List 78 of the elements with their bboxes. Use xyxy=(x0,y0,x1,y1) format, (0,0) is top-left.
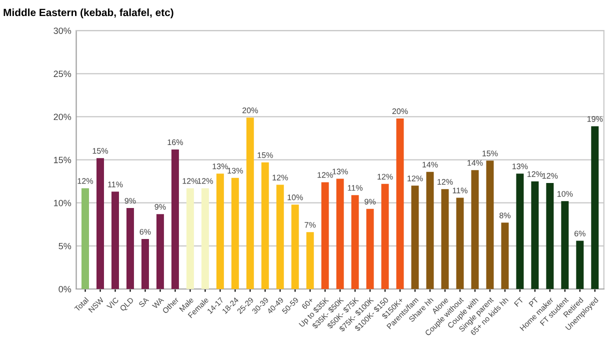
data-label: 13% xyxy=(512,164,528,170)
bar xyxy=(306,232,314,289)
data-label: 8% xyxy=(499,212,510,218)
bar xyxy=(186,188,194,289)
data-label: 20% xyxy=(242,108,258,114)
bar xyxy=(381,184,389,289)
data-label: 10% xyxy=(557,191,573,197)
data-label: 6% xyxy=(574,230,586,236)
bar xyxy=(351,195,359,289)
data-label: 7% xyxy=(304,222,316,228)
data-label: 13% xyxy=(332,168,348,174)
data-label: 11% xyxy=(348,185,363,191)
bar xyxy=(321,182,329,289)
bar xyxy=(261,162,269,289)
data-label: 9% xyxy=(154,204,166,210)
data-label: 13% xyxy=(228,168,243,174)
bar xyxy=(441,189,449,289)
bar xyxy=(171,149,179,289)
y-tick-label: 10% xyxy=(54,200,72,206)
data-label: 15% xyxy=(258,152,273,158)
bar xyxy=(141,239,149,289)
bar xyxy=(501,222,509,289)
data-label: 12% xyxy=(182,178,198,184)
bar xyxy=(291,204,299,289)
bar xyxy=(96,158,104,289)
bar xyxy=(336,178,344,289)
y-tick-label: 25% xyxy=(54,70,72,78)
y-tick-label: 30% xyxy=(54,28,72,34)
data-label: 12% xyxy=(542,172,558,179)
data-label: 16% xyxy=(168,139,183,146)
data-label: 12% xyxy=(272,174,288,180)
y-tick-label: 15% xyxy=(54,156,72,164)
data-label: 6% xyxy=(140,228,151,235)
bar xyxy=(81,188,89,289)
bar xyxy=(366,208,374,289)
data-label: 19% xyxy=(587,116,603,122)
bar xyxy=(516,174,524,289)
bar xyxy=(396,118,404,289)
bar xyxy=(111,192,119,289)
bar xyxy=(486,160,494,289)
data-label: 11% xyxy=(108,182,123,188)
bar xyxy=(231,178,239,289)
bar xyxy=(456,198,464,289)
y-tick-label: 20% xyxy=(54,114,72,120)
bar xyxy=(201,188,209,289)
chart-title: Middle Eastern (kebab, falafel, etc) xyxy=(4,8,174,18)
data-label: 15% xyxy=(92,148,108,154)
data-label: 12% xyxy=(528,171,543,177)
data-label: 10% xyxy=(288,194,303,200)
data-label: 14% xyxy=(468,160,483,166)
bar xyxy=(546,183,554,289)
bar xyxy=(531,181,539,289)
bar xyxy=(156,214,164,289)
data-label: 12% xyxy=(318,172,333,178)
data-label: 9% xyxy=(364,198,376,205)
data-label: 12% xyxy=(78,178,94,184)
bar xyxy=(276,184,284,289)
bar xyxy=(246,118,254,289)
bar xyxy=(126,208,134,289)
data-label: 14% xyxy=(422,162,438,168)
data-label: 15% xyxy=(482,150,498,156)
bar xyxy=(471,170,479,289)
data-label: 12% xyxy=(438,179,453,185)
data-label: 9% xyxy=(124,198,136,204)
data-label: 13% xyxy=(212,164,228,170)
bar xyxy=(216,174,224,289)
y-tick-label: 0% xyxy=(58,286,72,292)
bar xyxy=(426,172,434,289)
data-label: 12% xyxy=(408,176,423,182)
data-label: 11% xyxy=(452,188,468,194)
bar xyxy=(576,240,584,289)
data-label: 12% xyxy=(198,178,213,184)
data-label: 20% xyxy=(392,108,408,114)
data-label: 12% xyxy=(378,174,393,180)
bar xyxy=(411,186,419,289)
bar xyxy=(591,126,599,289)
y-tick-label: 5% xyxy=(58,242,72,250)
bar xyxy=(561,201,569,289)
